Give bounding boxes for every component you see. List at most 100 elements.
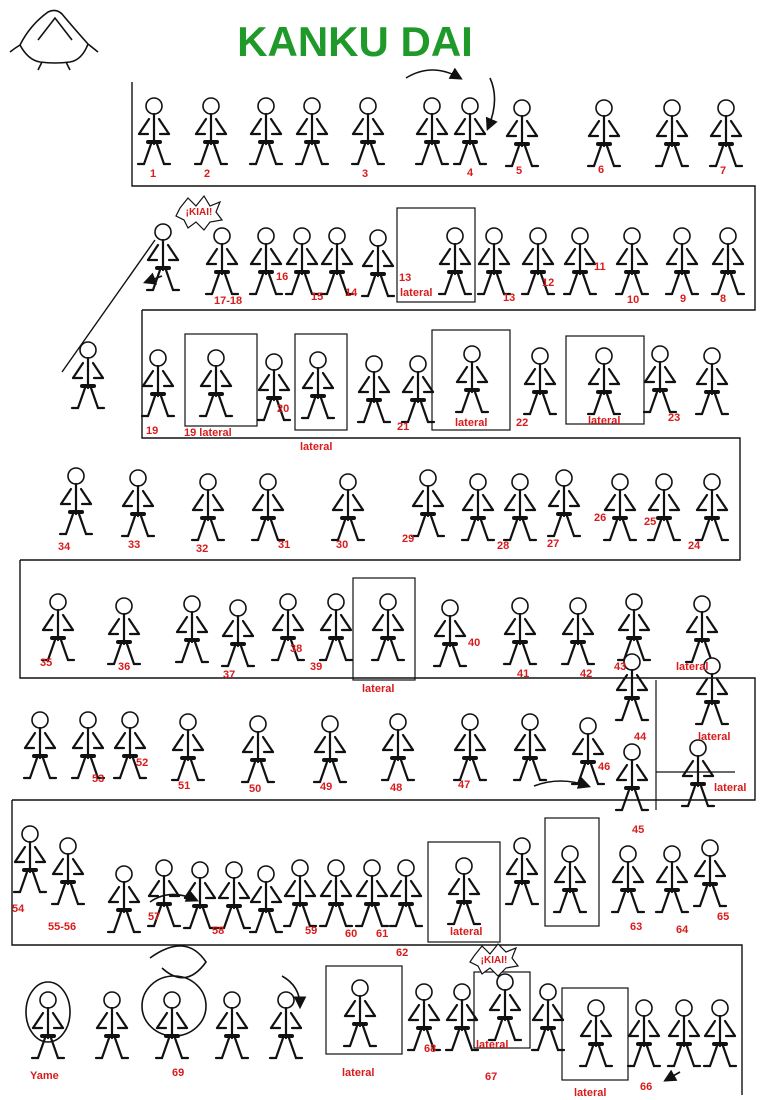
step-label: 45 (632, 824, 644, 836)
karate-figure-icon (58, 466, 94, 536)
karate-figure-icon (446, 856, 482, 926)
karate-figure-icon (552, 844, 588, 914)
karate-figure-icon (248, 864, 284, 934)
step-label: lateral (588, 415, 620, 427)
karate-figure-icon (502, 472, 538, 542)
karate-figure-icon (312, 714, 348, 784)
direction-arrow-icon (405, 67, 463, 80)
step-label: 17-18 (214, 295, 242, 307)
karate-figure-icon (487, 972, 523, 1042)
karate-figure-icon (586, 98, 622, 168)
karate-figure-icon (354, 858, 390, 928)
karate-figure-icon (610, 844, 646, 914)
step-label: lateral (698, 731, 730, 743)
step-label: 7 (720, 165, 726, 177)
step-label: 35 (40, 657, 52, 669)
karate-figure-icon (380, 712, 416, 782)
step-label: 20 (277, 403, 289, 415)
karate-figure-icon (654, 844, 690, 914)
karate-figure-icon (504, 836, 540, 906)
karate-figure-icon (502, 596, 538, 666)
step-label: 23 (668, 412, 680, 424)
karate-figure-icon (22, 710, 58, 780)
karate-figure-icon (204, 226, 240, 296)
step-label: lateral (450, 926, 482, 938)
step-label: lateral (476, 1039, 508, 1051)
direction-arrow-icon (143, 272, 163, 285)
step-label: 43 (614, 661, 626, 673)
karate-figure-icon (170, 712, 206, 782)
karate-figure-icon (460, 472, 496, 542)
kiai-label: ¡KIAI! (186, 207, 213, 218)
karate-figure-icon (614, 226, 650, 296)
circle-motion (141, 975, 207, 1037)
step-label: Yame (30, 1070, 59, 1082)
karate-figure-icon (570, 716, 606, 786)
step-label: 36 (118, 661, 130, 673)
step-label: 47 (458, 779, 470, 791)
karate-figure-icon (12, 824, 48, 894)
karate-figure-icon (530, 982, 566, 1052)
direction-arrow-icon (281, 975, 307, 1010)
karate-figure-icon (586, 346, 622, 416)
karate-figure-icon (694, 346, 730, 416)
karate-figure-icon (452, 96, 488, 166)
step-label: 3 (362, 168, 368, 180)
step-label: 69 (172, 1067, 184, 1079)
karate-figure-icon (560, 596, 596, 666)
karate-figure-icon (319, 226, 355, 296)
step-label: 44 (634, 731, 647, 743)
karate-figure-icon (642, 344, 678, 414)
step-label: 9 (680, 293, 686, 305)
step-label: 65 (717, 911, 729, 923)
direction-arrow-icon (663, 1069, 681, 1082)
karate-figure-icon (437, 226, 473, 296)
step-label: 55-56 (48, 921, 76, 933)
karate-figure-icon (106, 864, 142, 934)
circle-motion (25, 981, 71, 1043)
step-label: 14 (345, 287, 358, 299)
karate-figure-icon (702, 998, 738, 1068)
karate-figure-icon (694, 472, 730, 542)
karate-figure-icon (504, 98, 540, 168)
step-label: 11 (594, 261, 606, 273)
karate-figure-icon (294, 96, 330, 166)
step-label: 40 (468, 637, 480, 649)
step-label: 63 (630, 921, 642, 933)
step-label: 24 (688, 540, 701, 552)
step-label: lateral (676, 661, 708, 673)
step-label: 38 (290, 643, 302, 655)
step-label: 19 lateral (184, 427, 232, 439)
step-label: 37 (223, 669, 235, 681)
karate-figure-icon (248, 226, 284, 296)
karate-figure-icon (646, 472, 682, 542)
step-label: 46 (598, 761, 610, 773)
karate-figure-icon (193, 96, 229, 166)
karate-figure-icon (710, 226, 746, 296)
step-label: 60 (345, 928, 357, 940)
step-label: 53 (92, 773, 104, 785)
karate-figure-icon (626, 998, 662, 1068)
row-rails (11, 82, 756, 1095)
step-label: 51 (178, 780, 190, 792)
step-label: 49 (320, 781, 332, 793)
direction-arrow-icon (149, 945, 207, 979)
step-label: 13 (399, 272, 411, 284)
step-label: 25 (644, 516, 656, 528)
karate-figure-icon (680, 738, 716, 808)
karate-figure-icon (414, 96, 450, 166)
karate-figure-icon (666, 998, 702, 1068)
karate-figure-icon (284, 226, 320, 296)
step-label: 32 (196, 543, 208, 555)
karate-figure-icon (454, 344, 490, 414)
karate-figure-icon (198, 348, 234, 418)
karate-figure-icon (50, 836, 86, 906)
karate-figure-icon (282, 858, 318, 928)
karate-figure-icon (654, 98, 690, 168)
karate-figure-icon (522, 346, 558, 416)
step-label: 34 (58, 541, 71, 553)
step-label: lateral (574, 1087, 606, 1099)
karate-figure-icon (444, 982, 480, 1052)
karate-figure-icon (106, 596, 142, 666)
